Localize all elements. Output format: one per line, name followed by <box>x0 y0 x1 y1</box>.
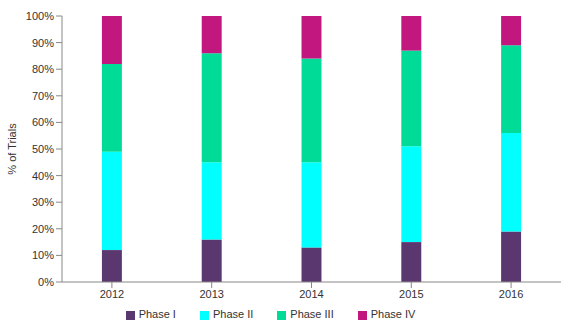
html-text:Phase I: Phase I <box>138 308 176 320</box>
svg-text:40%: 40% <box>32 170 54 182</box>
svg-text:20%: 20% <box>32 223 54 235</box>
svg-text:2013: 2013 <box>199 288 223 300</box>
svg-text:2015: 2015 <box>399 288 423 300</box>
svg-text:50%: 50% <box>32 143 54 155</box>
svg-text:% of Trials: % of Trials <box>8 123 18 175</box>
html-text:Phase IV: Phase IV <box>370 308 416 320</box>
svg-text:70%: 70% <box>32 90 54 102</box>
html-text:Phase II: Phase II <box>212 308 254 320</box>
svg-text:100%: 100% <box>26 10 54 22</box>
svg-text:30%: 30% <box>32 196 54 208</box>
svg-text:2014: 2014 <box>299 288 323 300</box>
svg-text:0%: 0% <box>38 276 54 288</box>
svg-text:60%: 60% <box>32 116 54 128</box>
svg-text:80%: 80% <box>32 63 54 75</box>
svg-text:90%: 90% <box>32 37 54 49</box>
html-text:Phase III: Phase III <box>290 308 334 320</box>
svg-text:10%: 10% <box>32 249 54 261</box>
svg-text:2016: 2016 <box>499 288 523 300</box>
svg-text:2012: 2012 <box>100 288 124 300</box>
